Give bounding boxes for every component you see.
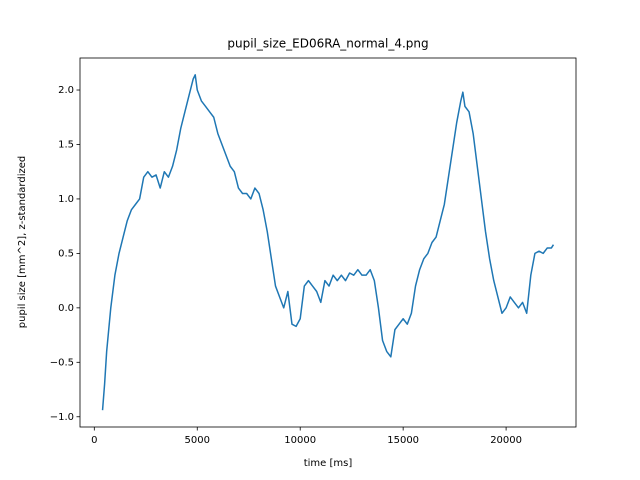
axes-frame	[79, 57, 577, 428]
y-tick-label: 1.5	[58, 139, 74, 150]
plot-area	[101, 74, 555, 411]
y-tick-label: 0.5	[58, 248, 74, 259]
chart-title: pupil_size_ED06RA_normal_4.png	[227, 37, 428, 51]
x-tick-label: 5000	[185, 435, 210, 446]
y-tick-label: 0.0	[58, 303, 74, 314]
x-tick-label: 0	[91, 435, 97, 446]
x-tick-label: 10000	[284, 435, 316, 446]
y-tick-label: 1.0	[58, 194, 74, 205]
x-axis-label: time [ms]	[304, 458, 353, 469]
x-tick-label: 15000	[387, 435, 419, 446]
data-line	[101, 74, 555, 411]
y-tick-label: −0.5	[50, 357, 74, 368]
x-tick-label: 20000	[490, 435, 522, 446]
y-tick-label: 2.0	[58, 85, 74, 96]
y-tick-label: −1.0	[50, 412, 74, 423]
y-axis-label: pupil size [mm^2], z-standardized	[17, 156, 28, 328]
